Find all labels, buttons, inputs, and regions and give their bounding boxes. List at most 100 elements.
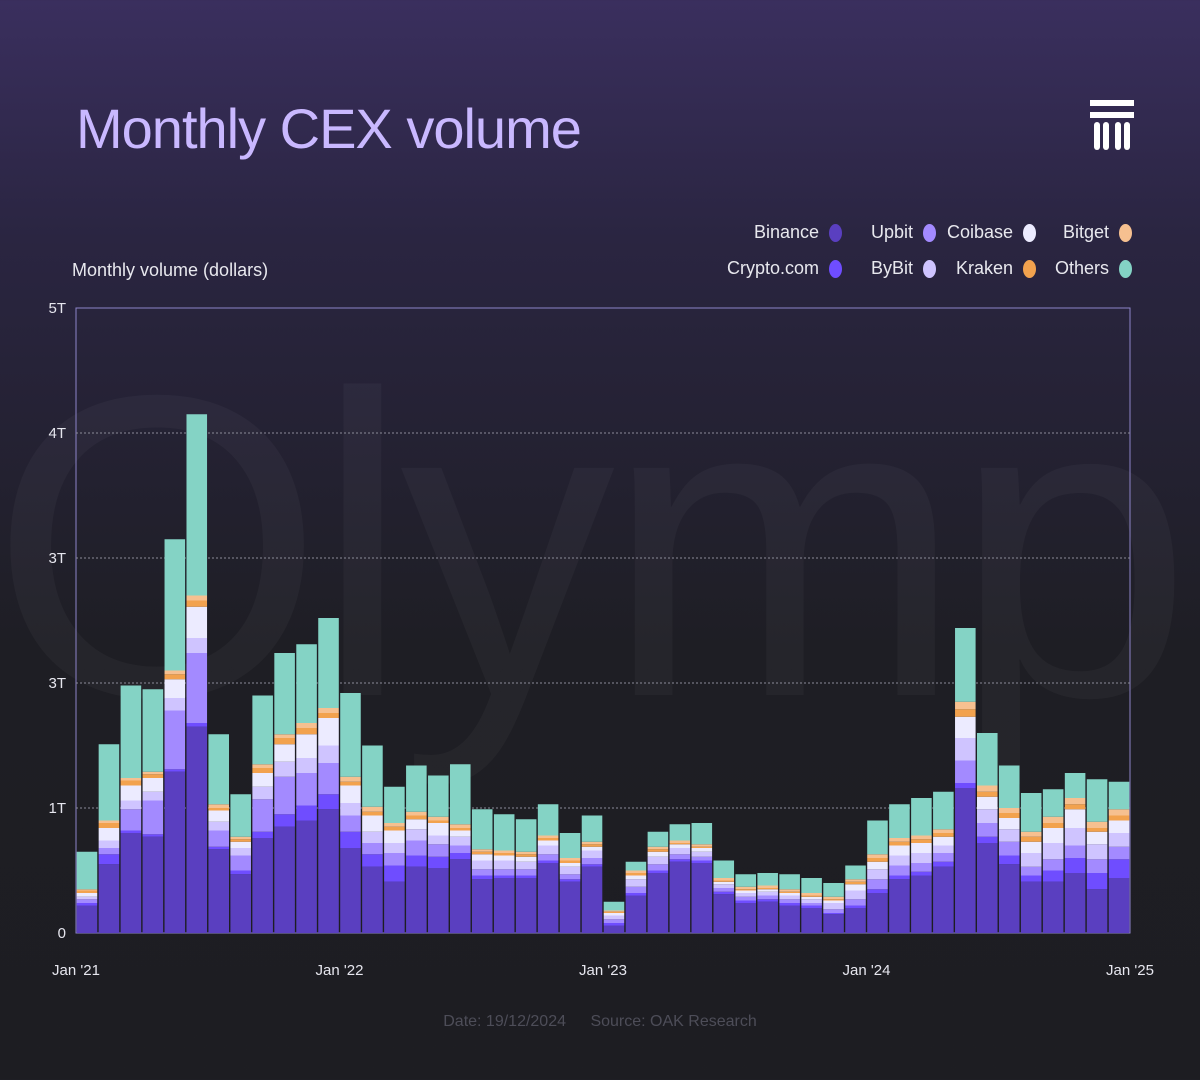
bar-segment-kraken: [603, 911, 625, 913]
bar-segment-bitget: [998, 808, 1020, 813]
bar-segment-bitget: [1108, 809, 1130, 816]
bar-segment-kraken: [691, 846, 713, 848]
bar-segment-binance: [1064, 873, 1086, 933]
bar-segment-kraken: [713, 880, 735, 882]
bar-segment-upbit: [230, 855, 251, 871]
bar-segment-kraken: [581, 844, 603, 847]
stacked-bar-chart: 0 1T 3T 3T 4T 5T Jan '21 Jan '22 Jan '23 Jan '24 J…: [48, 300, 1153, 979]
bar-segment-bitget: [801, 893, 822, 896]
bar-segment-others: [647, 831, 669, 847]
bar-segment-crypto-com: [845, 905, 866, 908]
bar-segment-coibase: [362, 815, 383, 832]
bar-segment-bitget: [713, 878, 735, 881]
bar-segment-crypto-com: [911, 871, 932, 876]
bar-segment-coibase: [428, 823, 449, 836]
y-axis-label: Monthly volume (dollars): [72, 260, 269, 280]
bar-segment-bitget: [911, 835, 932, 840]
bar-segment-upbit: [186, 653, 208, 723]
bar-segment-coibase: [471, 854, 493, 861]
bar-segment-bitget: [318, 708, 339, 713]
bar-segment-others: [515, 819, 537, 852]
bar-segment-coibase: [449, 830, 471, 837]
bar-segment-bitget: [164, 670, 186, 675]
bar-segment-bybit: [449, 836, 471, 846]
bar-segment-coibase: [318, 718, 339, 746]
bar-segment-others: [713, 860, 735, 878]
bar-segment-upbit: [713, 888, 735, 892]
bar-segment-coibase: [1064, 809, 1086, 828]
bar-segment-bybit: [647, 856, 669, 865]
bar-segment-others: [735, 874, 757, 887]
bar-segment-binance: [976, 843, 998, 933]
bar-segment-binance: [713, 894, 735, 933]
bar-segment-binance: [274, 826, 295, 933]
legend-label: Binance: [753, 222, 819, 242]
bar-segment-bybit: [164, 698, 186, 711]
bar-segment-bitget: [955, 701, 976, 710]
bar-segment-coibase: [691, 848, 713, 852]
legend-swatch: [1023, 259, 1036, 278]
bar-segment-upbit: [208, 830, 230, 847]
bar-segment-coibase: [955, 716, 976, 738]
bar-segment-crypto-com: [471, 875, 493, 880]
bar-segment-others: [933, 791, 954, 830]
bar-segment-binance: [318, 809, 339, 933]
bar-segment-kraken: [1042, 823, 1064, 828]
legend-swatch: [1119, 259, 1132, 278]
bar-segment-crypto-com: [537, 860, 559, 863]
bar-segment-bitget: [889, 838, 910, 842]
legend-item-bybit: ByBit: [871, 258, 936, 279]
y-tick-label: 3T: [48, 550, 66, 567]
bar-segment-binance: [933, 866, 954, 933]
bar-segment-upbit: [976, 823, 998, 837]
legend-item-upbit: Upbit: [871, 222, 936, 243]
bar-segment-others: [318, 618, 339, 708]
legend-item-others: Others: [1055, 258, 1132, 279]
bar-segment-others: [1042, 789, 1064, 817]
bar-segment-bybit: [384, 843, 405, 853]
bar-segment-bitget: [779, 889, 800, 892]
bar-segment-others: [625, 861, 647, 871]
bar-segment-coibase: [340, 785, 361, 803]
bar-segment-upbit: [603, 919, 625, 923]
bar-segment-bitget: [384, 823, 405, 827]
bar-segment-kraken: [362, 811, 383, 816]
bar-segment-binance: [647, 873, 669, 933]
bar-segment-kraken: [933, 833, 954, 837]
legend-swatch: [829, 223, 842, 242]
bar-segment-binance: [76, 905, 98, 933]
bar-segment-binance: [691, 863, 713, 933]
bar-segment-upbit: [1108, 846, 1130, 860]
bar-segment-bybit: [515, 861, 537, 870]
bar-segment-bitget: [976, 785, 998, 792]
bar-segment-coibase: [1108, 820, 1130, 833]
bar-segment-upbit: [537, 854, 559, 861]
bar-segment-bybit: [867, 869, 888, 880]
bar-segment-coibase: [603, 913, 625, 916]
bar-segment-kraken: [998, 813, 1020, 818]
bar-segment-others: [230, 794, 251, 837]
bar-segment-bybit: [362, 831, 383, 843]
bar-segment-upbit: [867, 879, 888, 890]
bar-segment-others: [384, 786, 405, 823]
bar-segment-crypto-com: [823, 913, 844, 915]
bar-segment-others: [428, 775, 449, 817]
bar-segment-binance: [867, 893, 888, 933]
bar-segment-kraken: [76, 890, 98, 893]
bar-segment-coibase: [976, 796, 998, 810]
bar-segment-crypto-com: [976, 836, 998, 843]
bar-segment-others: [955, 628, 976, 702]
bar-segment-others: [1108, 781, 1130, 810]
bar-segment-coibase: [801, 896, 822, 900]
bar-segment-binance: [515, 878, 537, 933]
bar-segment-coibase: [735, 890, 757, 893]
bar-segment-bitget: [142, 771, 164, 775]
bar-segment-bybit: [208, 821, 230, 831]
x-tick-label: Jan '21: [52, 962, 100, 979]
bar-segment-coibase: [713, 881, 735, 885]
bar-segment-upbit: [252, 799, 273, 832]
bar-segment-crypto-com: [340, 831, 361, 848]
chart-legend: Binance Upbit Coibase Bitget Crypto.com …: [712, 222, 1132, 292]
bar-segment-crypto-com: [1042, 870, 1064, 882]
bar-segment-crypto-com: [515, 875, 537, 878]
